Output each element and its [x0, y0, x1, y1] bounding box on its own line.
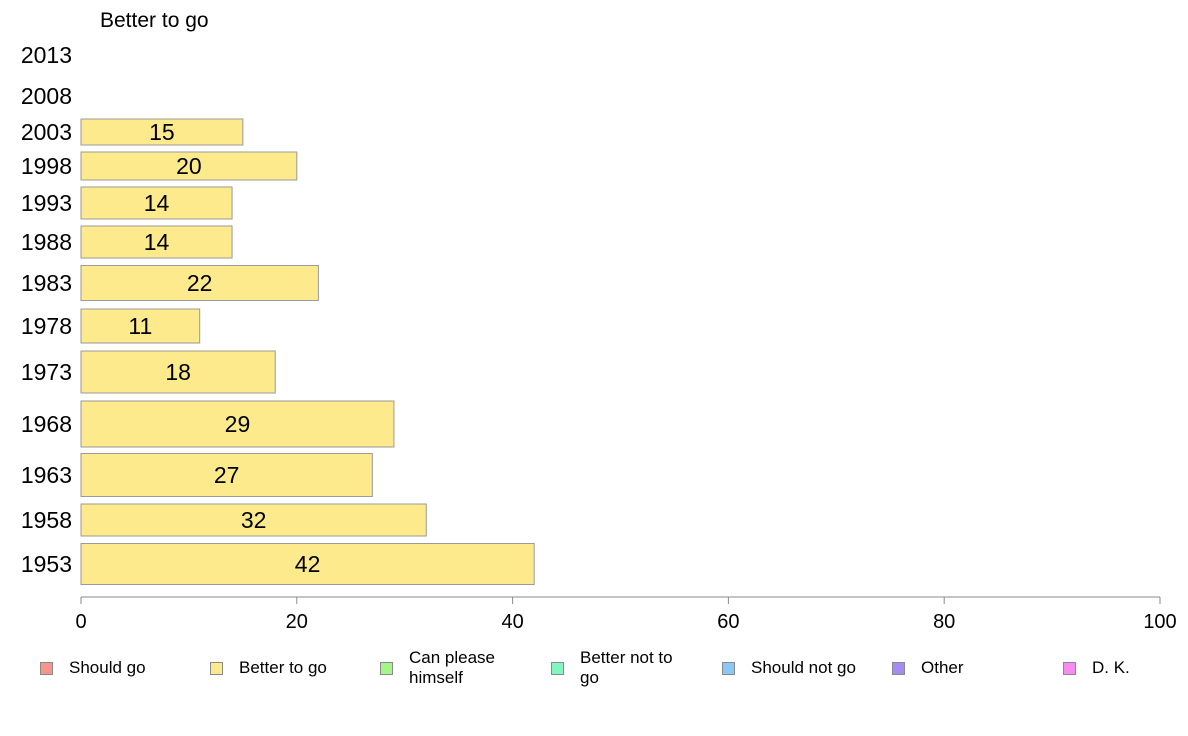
- legend-swatch: [210, 661, 223, 675]
- x-tick-label: 40: [501, 611, 523, 633]
- legend-label: D. K.: [1092, 658, 1130, 677]
- legend: Should go Better to go Can please himself B…: [0, 646, 1188, 696]
- legend-item: Should not go: [722, 646, 861, 690]
- bar-value-label: 22: [187, 270, 213, 296]
- legend-label: Better to go: [239, 658, 327, 677]
- bar-value-label: 27: [214, 462, 240, 488]
- bar: [80, 453, 373, 497]
- y-tick-label: 1958: [21, 507, 72, 533]
- bar-value-label: 14: [144, 229, 170, 255]
- bar-value-label: 14: [144, 190, 170, 216]
- legend-item: Other: [892, 646, 1031, 690]
- y-tick-label: 1963: [21, 462, 72, 488]
- bar: [80, 350, 276, 394]
- y-tick-label: 1953: [21, 551, 72, 577]
- legend-item: Better to go: [210, 646, 349, 690]
- bar-value-label: 20: [176, 153, 202, 179]
- bar: [80, 503, 427, 537]
- bar-value-label: 11: [128, 313, 152, 339]
- legend-item: D. K.: [1063, 646, 1188, 690]
- bar: [80, 186, 233, 220]
- y-tick-label: 1988: [21, 229, 72, 255]
- bar-value-label: 42: [295, 551, 321, 577]
- legend-label: Other: [921, 658, 964, 677]
- x-tick-label: 60: [717, 611, 739, 633]
- y-tick-label: 2003: [21, 119, 72, 145]
- legend-swatch: [1063, 661, 1076, 675]
- bar-chart: Better to go 2013 2008 2003 1998 1993 1988 198…: [21, 9, 1177, 633]
- y-tick-label: 2008: [21, 83, 72, 109]
- legend-label: Should go: [69, 658, 146, 677]
- x-axis-ticks: 0 20 40 60 80 100: [75, 597, 1177, 633]
- legend-swatch: [551, 661, 564, 675]
- bar-value-label: 29: [225, 411, 251, 437]
- y-tick-label: 1973: [21, 359, 72, 385]
- y-tick-label: 2013: [21, 42, 72, 68]
- legend-label: Better not to go: [580, 648, 673, 687]
- bar-value-label: 32: [241, 507, 267, 533]
- y-tick-label: 1983: [21, 270, 72, 296]
- legend-swatch: [40, 661, 53, 675]
- legend-item: Better not to go: [551, 646, 690, 690]
- legend-swatch: [380, 661, 393, 675]
- legend-label: Should not go: [751, 658, 856, 677]
- legend-swatch: [892, 661, 905, 675]
- bars: [80, 118, 535, 585]
- bar: [80, 225, 233, 259]
- x-tick-label: 20: [286, 611, 308, 633]
- x-tick-label: 0: [75, 611, 86, 633]
- bar: [80, 543, 535, 585]
- legend-item: Should go: [40, 646, 179, 690]
- bar-value-label: 18: [165, 359, 191, 385]
- bar: [80, 308, 201, 344]
- y-tick-label: 1998: [21, 153, 72, 179]
- bar: [80, 151, 298, 181]
- bar: [80, 265, 319, 301]
- legend-swatch: [722, 661, 735, 675]
- y-axis-labels: 2013 2008 2003 1998 1993 1988 1983 1978 1973 1968…: [21, 42, 72, 577]
- y-tick-label: 1993: [21, 190, 72, 216]
- bar: [80, 118, 244, 146]
- y-tick-label: 1968: [21, 411, 72, 437]
- legend-item: Can please himself: [380, 646, 519, 690]
- bar: [80, 400, 395, 448]
- bar-value-label: 15: [149, 119, 175, 145]
- y-tick-label: 1978: [21, 313, 72, 339]
- legend-label: Can please himself: [409, 648, 496, 687]
- chart-title: Better to go: [100, 9, 209, 32]
- x-tick-label: 100: [1143, 611, 1176, 633]
- x-tick-label: 80: [933, 611, 955, 633]
